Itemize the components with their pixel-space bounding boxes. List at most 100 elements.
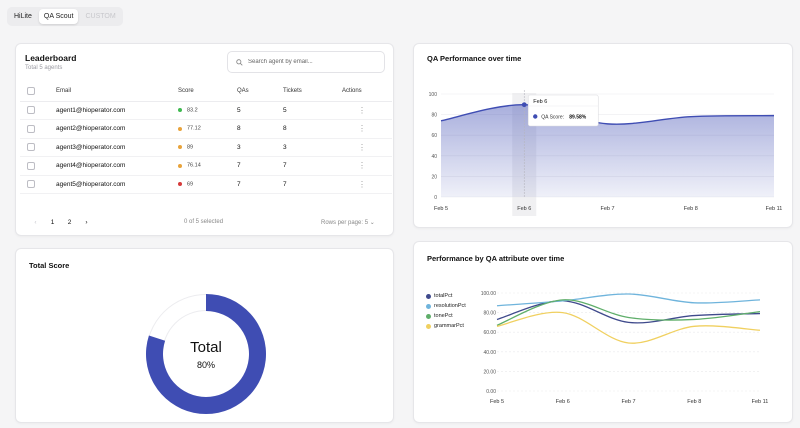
qa-performance-chart: 0 20 40 60 80 100 Feb 5 Feb 6 Feb 7 Feb 8 Feb 11 Fe… xyxy=(429,90,783,216)
x-tick-label: Feb 5 xyxy=(490,399,504,405)
row-actions-menu-icon[interactable]: ⋮ xyxy=(358,124,366,134)
prev-page-button[interactable]: ‹ xyxy=(34,218,37,226)
score-status-dot xyxy=(178,126,182,131)
y-tick-label: 60.00 xyxy=(483,330,496,336)
x-tick-label: Feb 8 xyxy=(687,399,701,405)
series-line xyxy=(440,104,775,125)
row-checkbox[interactable] xyxy=(27,106,35,115)
row-checkbox[interactable] xyxy=(27,143,35,152)
tab-qa-scout[interactable]: QA Scout xyxy=(38,9,79,24)
x-tick-label: Feb 11 xyxy=(766,206,783,212)
row-qas: 5 xyxy=(237,101,283,120)
legend-item[interactable]: resolutionPct xyxy=(426,301,466,311)
search-box xyxy=(227,51,385,73)
col-score[interactable]: Score xyxy=(178,82,237,102)
table-row[interactable]: agent5@hioperator.com 69 7 7 ⋮ xyxy=(20,175,392,194)
qa-performance-card: QA Performance over time 0 20 40 60 80 100 Feb… xyxy=(413,43,793,228)
col-qas[interactable]: QAs xyxy=(237,82,283,102)
col-email[interactable]: Email xyxy=(56,82,178,102)
total-score-title: Total Score xyxy=(29,261,70,270)
x-tick-label: Feb 11 xyxy=(752,399,769,405)
row-tickets: 7 xyxy=(283,156,342,176)
x-tick-label: Feb 5 xyxy=(434,206,448,212)
legend-swatch xyxy=(426,323,431,329)
view-tabs: HiLite QA Scout CUSTOM xyxy=(7,7,123,26)
hover-point[interactable] xyxy=(521,102,527,108)
table-row[interactable]: agent2@hioperator.com 77.12 8 8 ⋮ xyxy=(20,119,392,139)
row-email: agent2@hioperator.com xyxy=(56,119,178,139)
row-actions-menu-icon[interactable]: ⋮ xyxy=(358,142,366,152)
score-status-dot xyxy=(178,145,182,150)
col-tickets[interactable]: Tickets xyxy=(283,82,342,102)
series-line-totalPct xyxy=(496,300,761,324)
row-checkbox[interactable] xyxy=(27,180,35,189)
x-tick-label: Feb 7 xyxy=(600,206,614,212)
leaderboard-title: Leaderboard xyxy=(25,53,77,63)
y-tick-label: 80.00 xyxy=(483,311,496,317)
legend-swatch xyxy=(426,313,431,319)
row-score: 76.14 xyxy=(178,156,237,176)
score-status-dot xyxy=(178,108,182,113)
table-row[interactable]: agent4@hioperator.com 76.14 7 7 ⋮ xyxy=(20,156,392,176)
y-tick-label: 80 xyxy=(431,113,437,119)
tooltip-date: Feb 6 xyxy=(533,99,547,105)
row-qas: 8 xyxy=(237,119,283,139)
rows-per-page-label: Rows per page: 5 xyxy=(321,220,369,226)
select-all-checkbox[interactable] xyxy=(27,87,35,96)
page-1-button[interactable]: 1 xyxy=(50,218,55,226)
row-email: agent3@hioperator.com xyxy=(56,138,178,157)
y-tick-label: 0.00 xyxy=(486,389,496,395)
leaderboard-subtitle: Total 5 agents xyxy=(25,65,63,71)
table-row[interactable]: agent1@hioperator.com 83.2 5 5 ⋮ xyxy=(20,101,392,120)
legend-swatch xyxy=(426,293,431,299)
legend-item[interactable]: tonePct xyxy=(426,311,466,321)
page-2-button[interactable]: 2 xyxy=(67,218,72,226)
row-actions-menu-icon[interactable]: ⋮ xyxy=(358,161,366,171)
row-score-value: 89 xyxy=(187,144,194,151)
search-input[interactable] xyxy=(248,59,378,65)
series-line-grammarPct xyxy=(496,311,761,344)
score-status-dot xyxy=(178,163,182,168)
row-qas: 7 xyxy=(237,156,283,176)
series-line-resolutionPct xyxy=(496,293,761,307)
search-icon xyxy=(236,58,243,66)
legend-item[interactable]: totalPct xyxy=(426,291,466,301)
attribute-legend: totalPct resolutionPct tonePct grammarPct xyxy=(426,291,466,331)
rows-per-page-select[interactable]: Rows per page: 5 ⌄ xyxy=(321,219,375,226)
y-tick-label: 20 xyxy=(431,174,437,180)
y-tick-label: 20.00 xyxy=(483,369,496,375)
row-email: agent5@hioperator.com xyxy=(56,175,178,194)
y-tick-label: 60 xyxy=(431,133,437,139)
row-qas: 3 xyxy=(237,138,283,157)
row-score-value: 69 xyxy=(187,181,194,188)
row-qas: 7 xyxy=(237,175,283,194)
table-row[interactable]: agent3@hioperator.com 89 3 3 ⋮ xyxy=(20,138,392,157)
qa-performance-title: QA Performance over time xyxy=(427,54,522,63)
row-email: agent1@hioperator.com xyxy=(56,101,178,120)
selection-count: 0 of 5 selected xyxy=(184,219,224,225)
attribute-performance-chart: 0.00 20.00 40.00 60.00 80.00 100.00 Feb 5 Feb 6… xyxy=(481,291,769,405)
row-checkbox[interactable] xyxy=(27,124,35,133)
leaderboard-table: Email Score QAs Tickets Actions agent1@h… xyxy=(20,82,392,194)
tooltip-label: QA Score: xyxy=(541,115,564,121)
tab-hilite[interactable]: HiLite xyxy=(14,13,32,20)
y-tick-label: 40.00 xyxy=(483,350,496,356)
x-tick-label: Feb 8 xyxy=(684,206,698,212)
leaderboard-card: Leaderboard Total 5 agents Email Score Q… xyxy=(15,43,394,236)
tab-custom: CUSTOM xyxy=(85,13,116,20)
row-score-value: 83.2 xyxy=(187,107,198,114)
total-score-card: Total Score Total 80% xyxy=(15,248,394,423)
row-score: 89 xyxy=(178,138,237,157)
legend-label: resolutionPct xyxy=(434,303,466,309)
series-line-tonePct xyxy=(496,299,761,326)
score-status-dot xyxy=(178,182,182,187)
row-tickets: 8 xyxy=(283,119,342,139)
donut-center-label: Total xyxy=(190,339,222,356)
row-checkbox[interactable] xyxy=(27,161,35,170)
row-actions-menu-icon[interactable]: ⋮ xyxy=(358,105,366,115)
chevron-down-icon: ⌄ xyxy=(369,220,375,226)
next-page-button[interactable]: › xyxy=(85,218,88,226)
legend-item[interactable]: grammarPct xyxy=(426,321,466,331)
row-actions-menu-icon[interactable]: ⋮ xyxy=(358,179,366,189)
y-tick-label: 40 xyxy=(431,154,437,160)
